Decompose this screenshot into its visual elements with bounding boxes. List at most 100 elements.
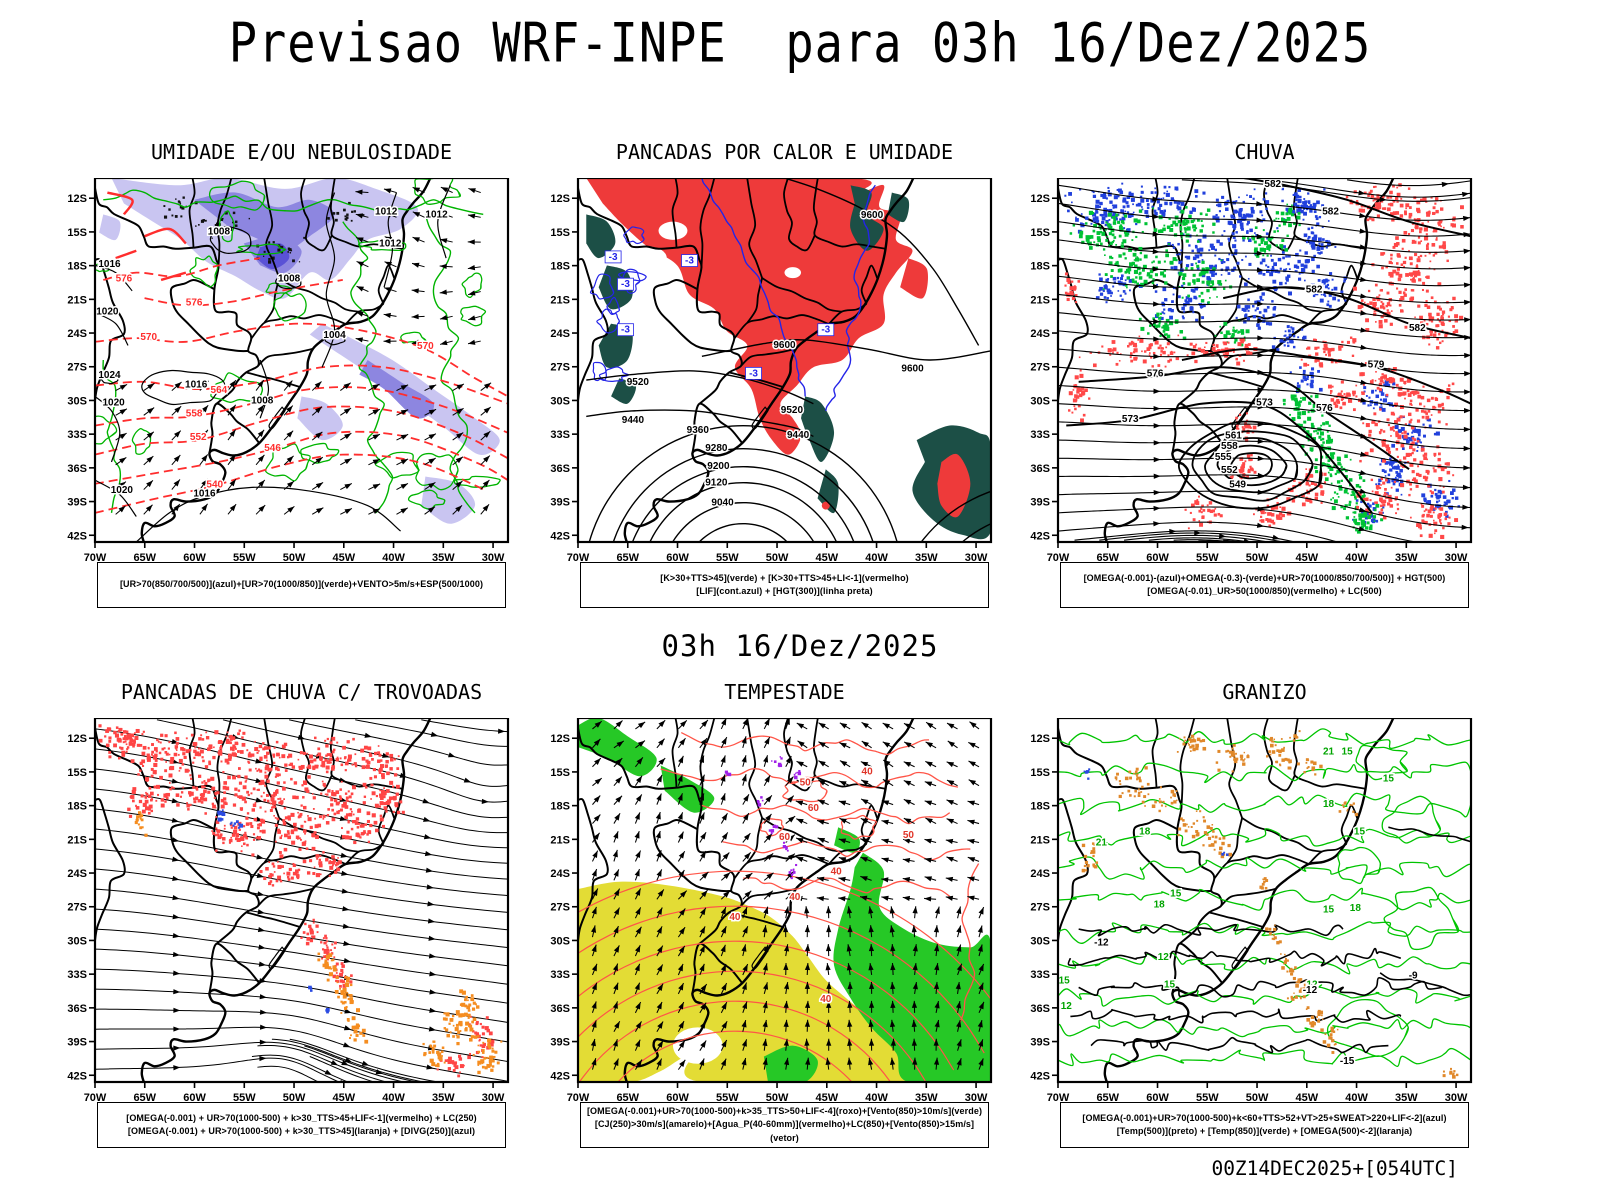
svg-text:45W: 45W xyxy=(815,552,838,564)
svg-text:1020: 1020 xyxy=(96,307,119,318)
svg-text:555: 555 xyxy=(1215,452,1232,463)
legend-line: [UR>70(850/700/500)](azul)+[UR>70(1000/8… xyxy=(119,579,484,590)
legend-line: [OMEGA(-0.001)+UR>70(1000-500)+k<60+TTS>… xyxy=(1082,1112,1447,1123)
svg-text:60W: 60W xyxy=(1146,552,1169,564)
legend-chuva: [OMEGA(-0.001)-(azul)+OMEGA(-0.3)-(verde… xyxy=(1060,562,1469,608)
svg-text:39S: 39S xyxy=(67,1037,87,1049)
run-timestamp: 00Z14DEC2025+[054UTC] xyxy=(1211,1157,1458,1180)
svg-text:30W: 30W xyxy=(965,552,988,564)
legend-line: [OMEGA(-0.001) + UR>70(1000-500) + k>30_… xyxy=(127,1126,476,1136)
svg-text:27S: 27S xyxy=(550,362,570,374)
svg-text:33S: 33S xyxy=(1030,429,1050,441)
svg-text:45W: 45W xyxy=(332,552,355,564)
svg-text:1012: 1012 xyxy=(379,238,402,249)
map-umidade: 1012 1012 1012 1008 1008 1016 1020 1024 1016 1020… xyxy=(55,178,514,570)
svg-text:50W: 50W xyxy=(283,1092,306,1104)
svg-text:573: 573 xyxy=(1122,414,1139,425)
svg-text:33S: 33S xyxy=(550,429,570,441)
svg-text:33S: 33S xyxy=(67,429,87,441)
svg-text:39S: 39S xyxy=(67,497,87,509)
panel-title-umidade: UMIDADE E/OU NEBULOSIDADE xyxy=(150,140,453,164)
svg-text:-3: -3 xyxy=(621,279,630,290)
svg-text:60W: 60W xyxy=(183,552,206,564)
svg-text:65W: 65W xyxy=(616,552,639,564)
svg-text:15S: 15S xyxy=(67,767,87,779)
svg-text:552: 552 xyxy=(1221,465,1238,476)
svg-text:12S: 12S xyxy=(67,733,87,745)
map-trovoadas: 12S 15S 18S 21S 24S 27S 30S 33S 36S 39S 42S 70W 65W 6… xyxy=(55,718,514,1110)
legend-line: [OMEGA(-0.001) + UR>70(1000-500) + k>30_… xyxy=(126,1112,477,1123)
mid-caption: 03h 16/Dez/2025 xyxy=(661,629,939,663)
svg-text:561: 561 xyxy=(1225,430,1242,441)
panel-title-pancadas-calor: PANCADAS POR CALOR E UMIDADE xyxy=(615,140,954,164)
svg-text:552: 552 xyxy=(190,432,207,443)
svg-text:45W: 45W xyxy=(332,1092,355,1104)
svg-text:1024: 1024 xyxy=(98,370,121,381)
svg-text:36S: 36S xyxy=(67,1003,87,1015)
svg-text:30S: 30S xyxy=(67,395,87,407)
svg-text:9440: 9440 xyxy=(787,430,810,441)
svg-text:-3: -3 xyxy=(821,325,830,336)
svg-text:582: 582 xyxy=(1409,323,1426,334)
svg-text:1008: 1008 xyxy=(251,396,274,407)
svg-text:55W: 55W xyxy=(1196,552,1219,564)
svg-text:1016: 1016 xyxy=(193,489,216,500)
legend-line: [OMEGA(-0.001)+UR>70(1000-500)+k>35_TTS>… xyxy=(586,1105,983,1116)
svg-text:15S: 15S xyxy=(1030,227,1050,239)
svg-text:35W: 35W xyxy=(432,1092,455,1104)
svg-text:30S: 30S xyxy=(1030,395,1050,407)
svg-text:42S: 42S xyxy=(67,1070,87,1082)
svg-text:70W: 70W xyxy=(84,552,107,564)
svg-text:546: 546 xyxy=(264,443,281,454)
svg-text:579: 579 xyxy=(1368,359,1385,370)
legend-pancadas-calor: [K>30+TTS>45](verde) + [K>30+TTS>45+LI<-… xyxy=(580,562,989,608)
svg-text:70W: 70W xyxy=(1047,552,1070,564)
panel-title-tempestade: TEMPESTADE xyxy=(724,680,845,704)
svg-text:33S: 33S xyxy=(67,969,87,981)
svg-text:27S: 27S xyxy=(1030,362,1050,374)
svg-text:582: 582 xyxy=(1306,285,1323,296)
legend-tempestade: [OMEGA(-0.001)+UR>70(1000-500)+k>35_TTS>… xyxy=(580,1102,989,1148)
svg-text:9360: 9360 xyxy=(687,425,710,436)
svg-text:50W: 50W xyxy=(283,552,306,564)
legend-line: [K>30+TTS>45](verde) + [K>30+TTS>45+LI<-… xyxy=(660,572,909,583)
svg-text:558: 558 xyxy=(186,408,203,419)
svg-text:570: 570 xyxy=(140,332,157,343)
svg-text:24S: 24S xyxy=(550,328,570,340)
svg-text:-3: -3 xyxy=(685,256,694,267)
svg-text:24S: 24S xyxy=(67,868,87,880)
svg-text:576: 576 xyxy=(1316,403,1333,414)
svg-text:60W: 60W xyxy=(666,552,689,564)
svg-text:40W: 40W xyxy=(1345,552,1368,564)
legend-line: [OMEGA(-0.001)-(azul)+OMEGA(-0.3)-(verde… xyxy=(1083,572,1446,583)
svg-text:70W: 70W xyxy=(567,552,590,564)
svg-text:30W: 30W xyxy=(1445,552,1468,564)
svg-text:576: 576 xyxy=(186,297,203,308)
svg-text:24S: 24S xyxy=(67,328,87,340)
svg-text:42S: 42S xyxy=(1030,530,1050,542)
svg-text:36S: 36S xyxy=(550,463,570,475)
svg-text:36S: 36S xyxy=(1030,463,1050,475)
svg-text:40W: 40W xyxy=(382,552,405,564)
legend-granizo: [OMEGA(-0.001)+UR>70(1000-500)+k<60+TTS>… xyxy=(1060,1102,1469,1148)
svg-text:1012: 1012 xyxy=(375,206,398,217)
svg-text:540: 540 xyxy=(206,479,223,490)
svg-text:21S: 21S xyxy=(67,294,87,306)
svg-text:18S: 18S xyxy=(67,801,87,813)
svg-text:50W: 50W xyxy=(1246,552,1269,564)
svg-text:18S: 18S xyxy=(550,261,570,273)
svg-text:24S: 24S xyxy=(1030,328,1050,340)
svg-text:570: 570 xyxy=(417,341,434,352)
svg-text:576: 576 xyxy=(116,274,133,285)
legend-line: [OMEGA(-0.01)_UR>50(1000/850)(vermelho) … xyxy=(1147,586,1382,596)
svg-text:9600: 9600 xyxy=(901,364,924,375)
svg-text:15S: 15S xyxy=(67,227,87,239)
svg-text:-3: -3 xyxy=(749,368,758,379)
svg-text:9200: 9200 xyxy=(707,461,730,472)
svg-text:42S: 42S xyxy=(67,530,87,542)
svg-text:21S: 21S xyxy=(67,834,87,846)
svg-text:12S: 12S xyxy=(1030,193,1050,205)
svg-text:40W: 40W xyxy=(865,552,888,564)
